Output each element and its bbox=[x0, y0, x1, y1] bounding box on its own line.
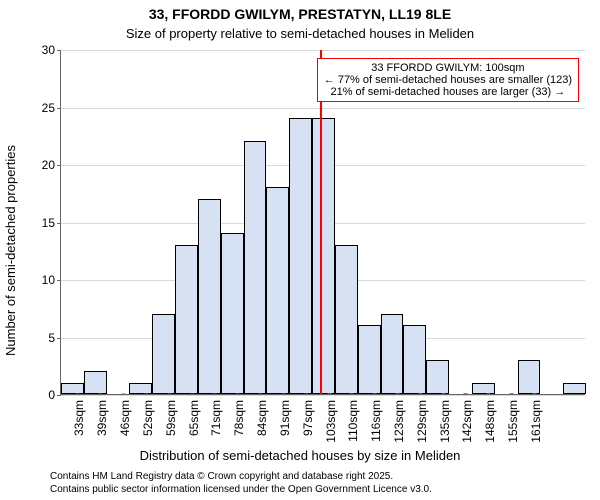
x-tick: 84sqm bbox=[255, 394, 269, 436]
x-axis-label: Distribution of semi-detached houses by … bbox=[0, 448, 600, 463]
plot-area: 05101520253033sqm39sqm46sqm52sqm59sqm65s… bbox=[60, 50, 585, 395]
annotation-line-1: 33 FFORDD GWILYM: 100sqm bbox=[324, 62, 572, 74]
x-tick: 142sqm bbox=[460, 394, 474, 443]
histogram-bar bbox=[84, 371, 107, 394]
x-tick: 39sqm bbox=[95, 394, 109, 436]
annotation-line-2: ← 77% of semi-detached houses are smalle… bbox=[324, 74, 572, 86]
footer-line-2: Contains public sector information licen… bbox=[50, 484, 432, 497]
x-tick: 97sqm bbox=[301, 394, 315, 436]
x-tick: 71sqm bbox=[209, 394, 223, 436]
chart-footer: Contains HM Land Registry data © Crown c… bbox=[50, 471, 432, 496]
x-tick: 123sqm bbox=[392, 394, 406, 443]
histogram-bar bbox=[129, 383, 152, 395]
histogram-bar bbox=[289, 118, 312, 394]
x-tick: 148sqm bbox=[483, 394, 497, 443]
x-tick: 103sqm bbox=[324, 394, 338, 443]
y-tick: 25 bbox=[42, 101, 61, 115]
histogram-bar bbox=[221, 233, 244, 394]
x-tick: 161sqm bbox=[529, 394, 543, 443]
y-tick: 30 bbox=[42, 43, 61, 57]
histogram-bar bbox=[472, 383, 495, 395]
x-tick: 78sqm bbox=[232, 394, 246, 436]
x-tick: 46sqm bbox=[118, 394, 132, 436]
y-tick: 15 bbox=[42, 216, 61, 230]
y-tick: 0 bbox=[48, 388, 61, 402]
y-tick: 10 bbox=[42, 273, 61, 287]
x-tick: 116sqm bbox=[369, 394, 383, 442]
histogram-bar bbox=[266, 187, 289, 394]
histogram-bar bbox=[403, 325, 426, 394]
x-tick: 65sqm bbox=[187, 394, 201, 436]
annotation-line-3: 21% of semi-detached houses are larger (… bbox=[324, 86, 572, 98]
x-tick: 155sqm bbox=[506, 394, 520, 443]
histogram-bar bbox=[198, 199, 221, 395]
y-tick: 20 bbox=[42, 158, 61, 172]
gridline bbox=[61, 108, 585, 109]
x-tick: 135sqm bbox=[438, 394, 452, 443]
histogram-bar bbox=[335, 245, 358, 395]
gridline bbox=[61, 50, 585, 51]
x-tick: 33sqm bbox=[72, 394, 86, 436]
histogram-bar bbox=[175, 245, 198, 395]
chart-title-sub: Size of property relative to semi-detach… bbox=[0, 26, 600, 41]
x-tick: 59sqm bbox=[164, 394, 178, 436]
footer-line-1: Contains HM Land Registry data © Crown c… bbox=[50, 471, 432, 484]
chart-title-main: 33, FFORDD GWILYM, PRESTATYN, LL19 8LE bbox=[0, 6, 600, 22]
x-tick: 129sqm bbox=[415, 394, 429, 443]
histogram-bar bbox=[312, 118, 335, 394]
histogram-bar bbox=[426, 360, 449, 395]
x-tick: 110sqm bbox=[346, 394, 360, 442]
y-tick: 5 bbox=[48, 331, 61, 345]
histogram-bar bbox=[358, 325, 381, 394]
y-axis-label: Number of semi-detached properties bbox=[0, 0, 20, 500]
histogram-bar bbox=[152, 314, 175, 395]
chart-root: 33, FFORDD GWILYM, PRESTATYN, LL19 8LE S… bbox=[0, 0, 600, 500]
x-tick: 91sqm bbox=[278, 394, 292, 436]
x-tick: 52sqm bbox=[141, 394, 155, 436]
y-axis-label-text: Number of semi-detached properties bbox=[3, 145, 18, 356]
histogram-bar bbox=[518, 360, 541, 395]
histogram-bar bbox=[381, 314, 404, 395]
histogram-bar bbox=[61, 383, 84, 395]
histogram-bar bbox=[563, 383, 586, 395]
histogram-bar bbox=[244, 141, 267, 394]
annotation-box: 33 FFORDD GWILYM: 100sqm← 77% of semi-de… bbox=[317, 58, 579, 102]
